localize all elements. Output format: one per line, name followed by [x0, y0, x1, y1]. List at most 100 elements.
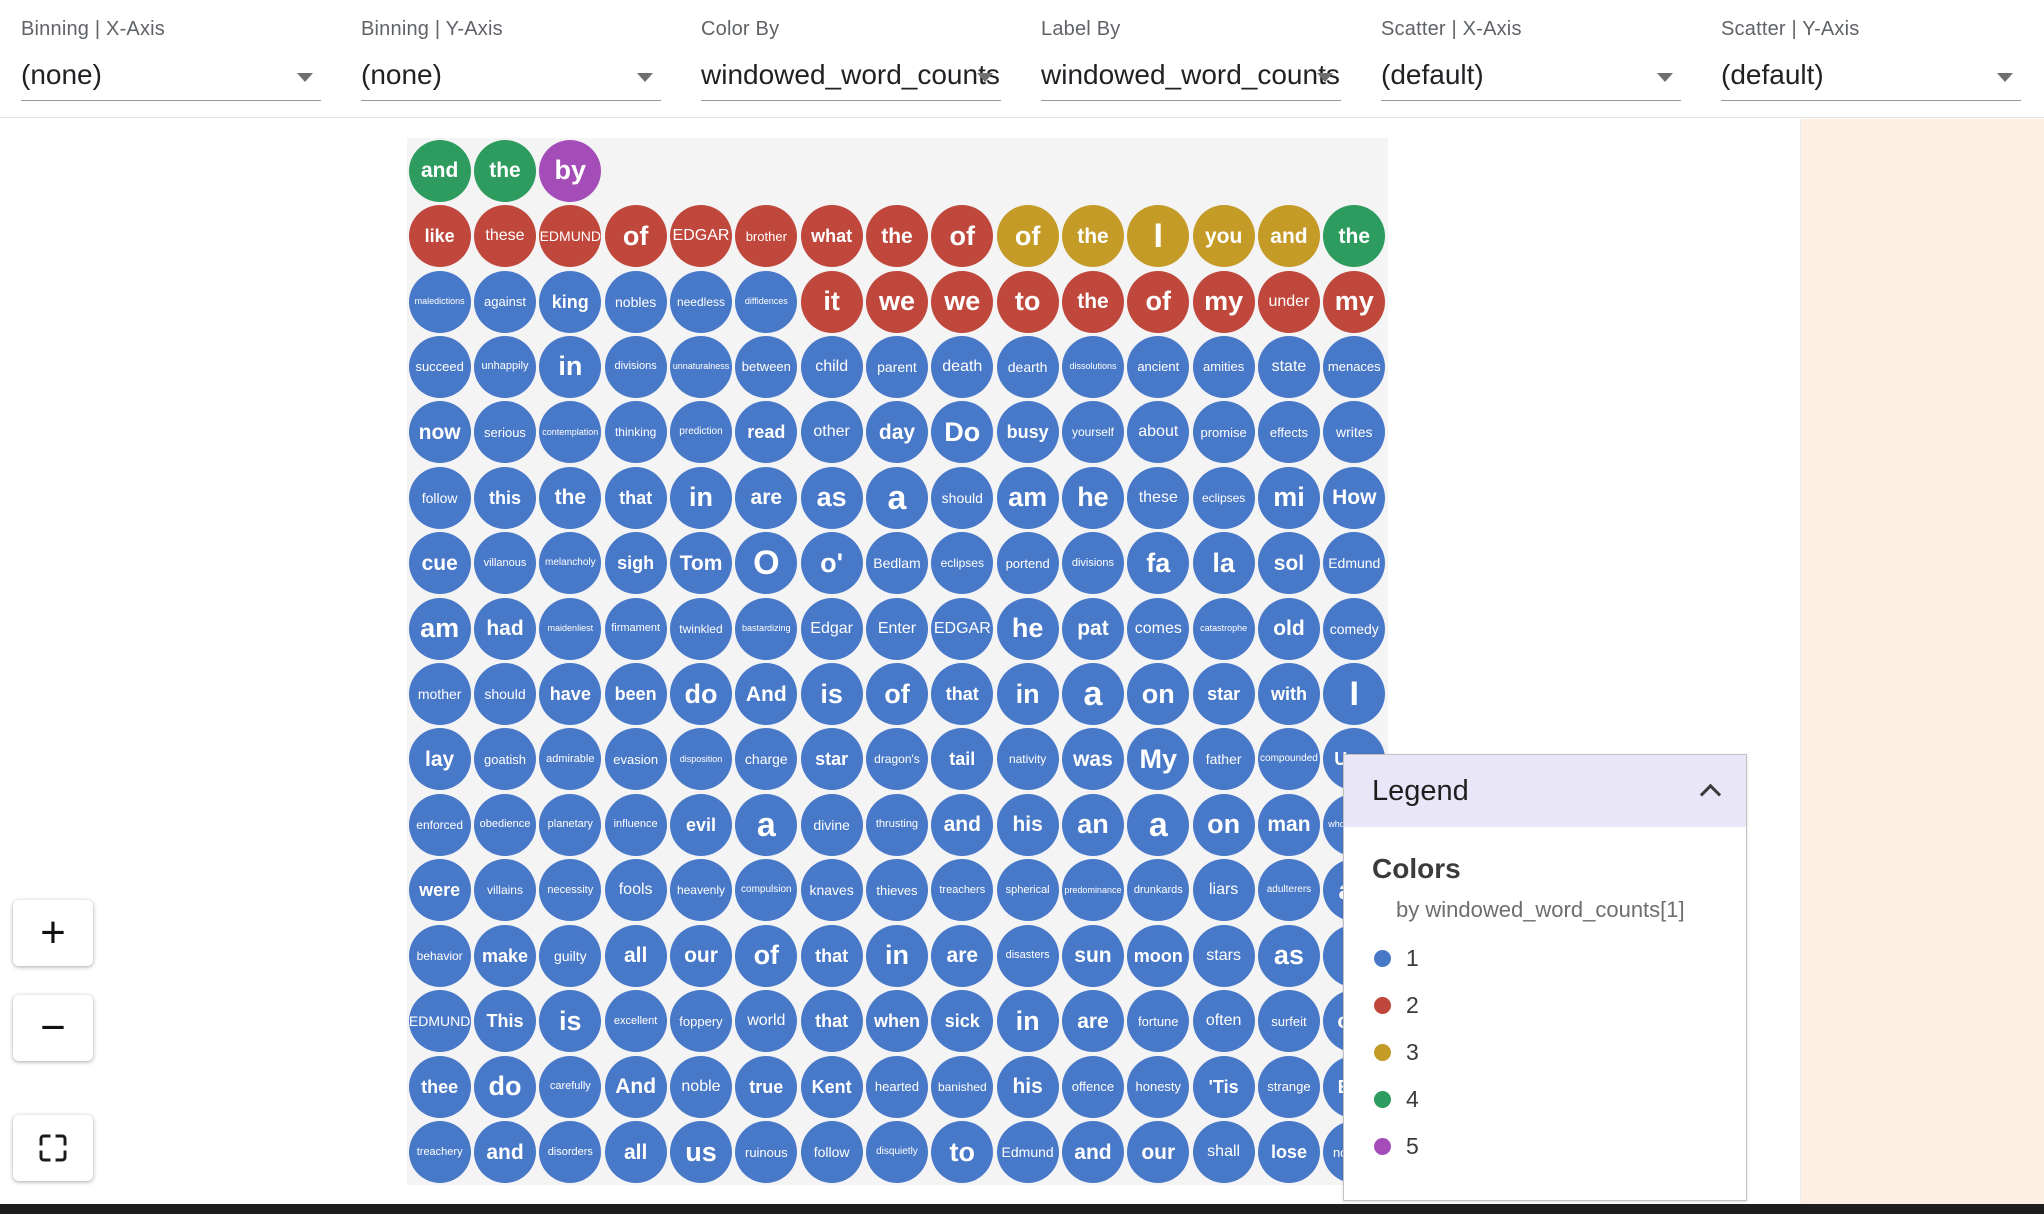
word-circle[interactable]: fortune [1127, 990, 1190, 1053]
word-circle[interactable]: cue [408, 532, 471, 595]
word-circle[interactable]: behavior [408, 924, 471, 987]
word-circle[interactable]: nativity [996, 728, 1059, 791]
word-circle[interactable]: follow [408, 466, 471, 529]
word-circle[interactable]: father [1192, 728, 1255, 791]
word-circle[interactable]: as [800, 466, 863, 529]
word-circle[interactable]: dearth [996, 335, 1059, 398]
word-circle[interactable]: the [539, 466, 602, 529]
word-circle[interactable]: divisions [604, 335, 667, 398]
word-circle[interactable]: thrusting [865, 793, 928, 856]
word-circle[interactable]: Bedlam [865, 532, 928, 595]
word-circle[interactable]: sick [931, 990, 994, 1053]
word-circle[interactable]: when [865, 990, 928, 1053]
word-circle[interactable]: child [800, 335, 863, 398]
word-circle[interactable]: disorders [539, 1121, 602, 1183]
word-circle[interactable]: unhappily [473, 335, 536, 398]
binning-x-axis-select[interactable]: (none) [21, 49, 321, 101]
word-circle[interactable]: he [1061, 466, 1124, 529]
fit-to-screen-button[interactable] [13, 1115, 93, 1181]
word-circle[interactable]: an [1061, 793, 1124, 856]
word-circle[interactable]: portend [996, 532, 1059, 595]
word-circle[interactable]: day [865, 401, 928, 464]
word-circle[interactable]: nobles [604, 270, 667, 333]
word-circle[interactable]: treachery [408, 1121, 471, 1183]
word-circle[interactable]: melancholy [539, 532, 602, 595]
word-circle[interactable]: obedience [473, 793, 536, 856]
word-circle[interactable]: were [408, 859, 471, 922]
word-circle[interactable]: EDGAR [931, 597, 994, 660]
word-circle[interactable]: maidenliest [539, 597, 602, 660]
word-circle[interactable]: in [996, 663, 1059, 726]
word-circle[interactable]: these [473, 205, 536, 268]
word-circle[interactable]: promise [1192, 401, 1255, 464]
word-circle[interactable]: we [865, 270, 928, 333]
word-circle[interactable]: villanous [473, 532, 536, 595]
word-circle[interactable]: that [800, 990, 863, 1053]
word-circle[interactable]: a [1061, 663, 1124, 726]
zoom-in-button[interactable]: + [13, 900, 93, 966]
word-circle[interactable]: twinkled [669, 597, 732, 660]
word-circle[interactable]: with [1257, 663, 1320, 726]
word-circle[interactable]: O [735, 532, 798, 595]
word-circle[interactable]: goatish [473, 728, 536, 791]
word-circle[interactable]: it [800, 270, 863, 333]
word-circle[interactable]: yourself [1061, 401, 1124, 464]
word-circle[interactable]: the [865, 205, 928, 268]
word-circle[interactable]: sigh [604, 532, 667, 595]
word-circle[interactable]: thinking [604, 401, 667, 464]
word-circle[interactable]: of [865, 663, 928, 726]
word-circle[interactable]: eclipses [931, 532, 994, 595]
word-circle[interactable]: the [473, 139, 536, 202]
word-circle[interactable]: to [996, 270, 1059, 333]
word-circle[interactable]: on [1127, 663, 1190, 726]
word-circle[interactable]: mother [408, 663, 471, 726]
word-circle[interactable]: excellent [604, 990, 667, 1053]
word-circle[interactable]: My [1127, 728, 1190, 791]
word-circle[interactable]: our [669, 924, 732, 987]
word-circle[interactable]: And [604, 1055, 667, 1118]
word-circle[interactable]: 'Tis [1192, 1055, 1255, 1118]
word-circle[interactable]: other [800, 401, 863, 464]
word-circle[interactable]: drunkards [1127, 859, 1190, 922]
word-circle[interactable]: honesty [1127, 1055, 1190, 1118]
word-circle[interactable]: and [931, 793, 994, 856]
word-circle[interactable]: his [996, 1055, 1059, 1118]
word-circle[interactable]: tail [931, 728, 994, 791]
word-circle[interactable]: do [669, 663, 732, 726]
word-circle[interactable]: our [1127, 1121, 1190, 1183]
word-circle[interactable]: Do [931, 401, 994, 464]
word-circle[interactable]: noble [669, 1055, 732, 1118]
word-circle[interactable]: as [1257, 924, 1320, 987]
word-circle[interactable]: busy [996, 401, 1059, 464]
word-circle[interactable]: man [1257, 793, 1320, 856]
label-by-select[interactable]: windowed_word_counts[1] [1041, 49, 1341, 101]
word-circle[interactable]: about [1127, 401, 1190, 464]
word-circle[interactable]: that [604, 466, 667, 529]
word-circle[interactable]: charge [735, 728, 798, 791]
word-circle[interactable]: of [604, 205, 667, 268]
word-circle[interactable]: this [473, 466, 536, 529]
word-circle[interactable]: a [865, 466, 928, 529]
word-circle[interactable]: are [931, 924, 994, 987]
word-circle[interactable]: a [1127, 793, 1190, 856]
word-circle[interactable]: are [735, 466, 798, 529]
word-circle[interactable]: needless [669, 270, 732, 333]
word-circle[interactable]: fools [604, 859, 667, 922]
word-circle[interactable]: menaces [1323, 335, 1386, 398]
word-circle[interactable]: EDGAR [669, 205, 732, 268]
word-circle[interactable]: This [473, 990, 536, 1053]
word-circle[interactable]: fa [1127, 532, 1190, 595]
word-circle[interactable]: comes [1127, 597, 1190, 660]
word-circle[interactable]: foppery [669, 990, 732, 1053]
word-circle[interactable]: spherical [996, 859, 1059, 922]
word-circle[interactable]: that [931, 663, 994, 726]
word-circle[interactable]: the [1061, 205, 1124, 268]
word-circle[interactable]: a [735, 793, 798, 856]
word-circle[interactable]: heavenly [669, 859, 732, 922]
word-circle[interactable]: are [1061, 990, 1124, 1053]
word-circle[interactable]: guilty [539, 924, 602, 987]
word-circle[interactable]: I [1127, 205, 1190, 268]
word-circle[interactable]: compounded [1257, 728, 1320, 791]
color-by-select[interactable]: windowed_word_counts[1] [701, 49, 1001, 101]
word-circle[interactable]: disposition [669, 728, 732, 791]
